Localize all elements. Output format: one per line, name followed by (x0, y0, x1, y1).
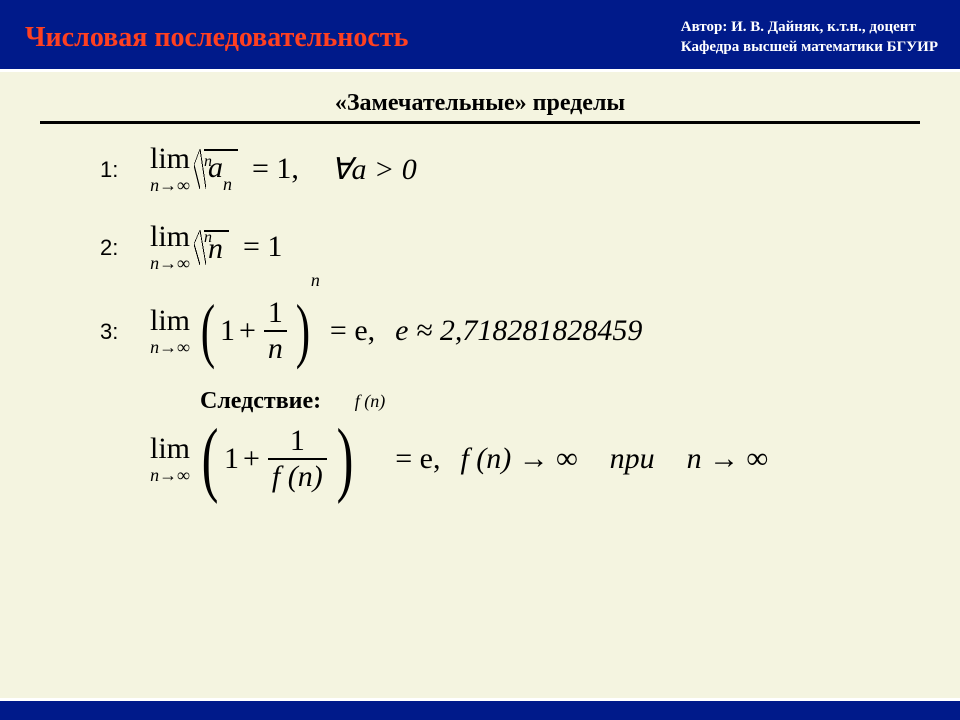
equals-1: = 1, (252, 152, 299, 186)
radicand: an (204, 149, 238, 189)
paren-group: ( 1 + 1 f (n) ) (196, 425, 359, 492)
equation-row-2: 2: lim n→∞ n n = 1 (100, 222, 920, 272)
cond-n: n → ∞ (687, 442, 768, 476)
exponent: n (311, 270, 320, 291)
power-expr: ( 1 + 1 f (n) ) f (n) (196, 425, 389, 492)
divider-line (40, 121, 920, 124)
corollary-label: Следствие: (200, 388, 920, 415)
author-line-1: Автор: И. В. Дайняк, к.т.н., доцент (681, 18, 938, 38)
pri-text: при (610, 442, 655, 476)
equation-row-1: 1: lim n→∞ n an = 1, ∀a > 0 (100, 144, 920, 194)
equation-row-3: 3: lim n→∞ ( 1 + 1 n ) n = e, (100, 298, 920, 364)
author-line-2: Кафедра высшей математики БГУИР (681, 38, 938, 58)
nth-root: n an (196, 149, 238, 189)
equation-2: lim n→∞ n n = 1 (150, 222, 282, 272)
limit-op: lim n→∞ (150, 144, 190, 194)
label-1: 1: (100, 155, 150, 183)
content-area: «Замечательные» пределы 1: lim n→∞ n an … (0, 72, 960, 698)
author-block: Автор: И. В. Дайняк, к.т.н., доцент Кафе… (681, 18, 938, 57)
equals-e: = e, (395, 442, 440, 476)
power-expr: ( 1 + 1 n ) n (196, 298, 324, 364)
e-approx: e ≈ 2,718281828459 (395, 314, 642, 348)
label-2: 2: (100, 233, 150, 261)
nth-root: n n (196, 230, 229, 265)
radicand: n (204, 230, 229, 265)
paren-group: ( 1 + 1 n ) (196, 298, 315, 364)
limit-op: lim n→∞ (150, 434, 190, 484)
header-bar: Числовая последовательность Автор: И. В.… (0, 0, 960, 72)
fraction: 1 f (n) (264, 426, 331, 492)
equation-3: lim n→∞ ( 1 + 1 n ) n = e, e ≈ 2,71828 (150, 298, 642, 364)
fraction: 1 n (260, 298, 291, 364)
subtitle: «Замечательные» пределы (40, 90, 920, 117)
equation-row-4: lim n→∞ ( 1 + 1 f (n) ) f (n) = e, f (n)… (100, 425, 920, 492)
label-empty (100, 458, 150, 460)
exponent: f (n) (355, 391, 386, 412)
limit-op: lim n→∞ (150, 222, 190, 272)
equation-1: lim n→∞ n an = 1, ∀a > 0 (150, 144, 417, 194)
cond-fn: f (n) → ∞ (460, 442, 577, 476)
label-3: 3: (100, 317, 150, 345)
footer-bar (0, 698, 960, 720)
equals-e: = e, (330, 314, 375, 348)
equals-2: = 1 (243, 230, 282, 264)
page-title: Числовая последовательность (25, 22, 408, 54)
equation-4: lim n→∞ ( 1 + 1 f (n) ) f (n) = e, f (n)… (150, 425, 768, 492)
condition-1: ∀a > 0 (331, 152, 417, 187)
limit-op: lim n→∞ (150, 306, 190, 356)
